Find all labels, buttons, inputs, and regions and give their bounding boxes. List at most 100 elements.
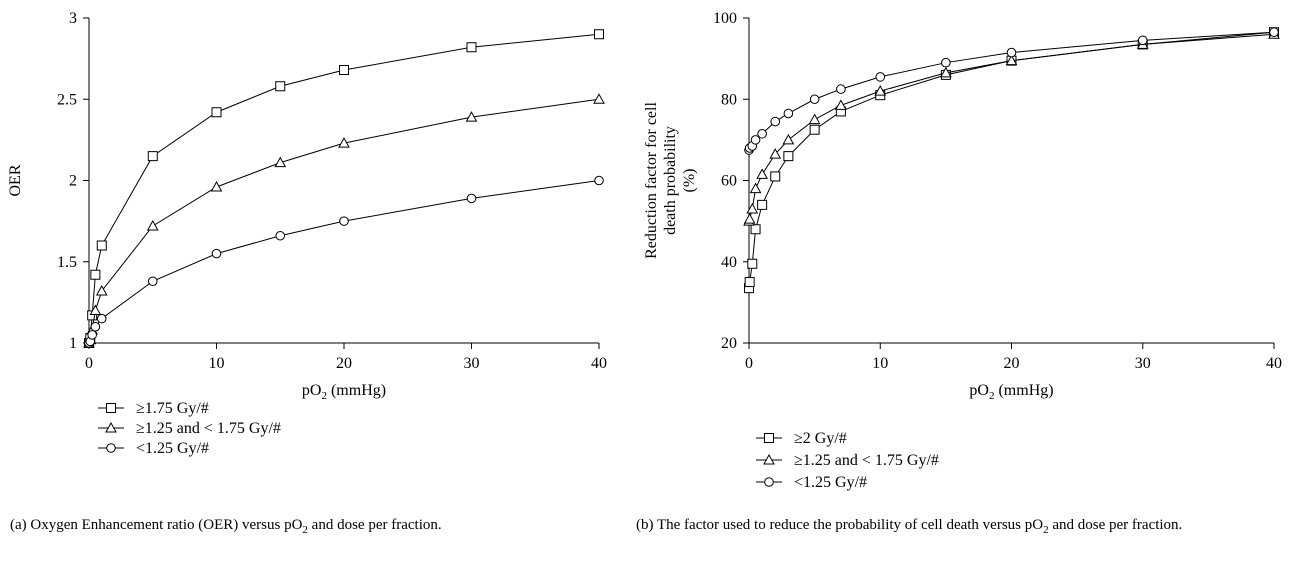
y-tick-label: 20 [721, 335, 737, 352]
data-point-circle [1269, 27, 1279, 38]
data-point-square [90, 269, 101, 280]
data-point-circle [783, 108, 794, 119]
legend-label: <1.25 Gy/# [794, 474, 867, 491]
data-point-triangle [465, 111, 478, 122]
data-point-circle [1137, 35, 1148, 46]
legend-label: <1.25 Gy/# [136, 440, 209, 457]
data-point-square [275, 81, 286, 92]
data-point-square [770, 171, 781, 182]
series-line [748, 31, 1275, 289]
caption-b-text: The factor used to reduce the probabilit… [656, 517, 1183, 536]
data-point-square [466, 42, 477, 53]
legend-item: ≥1.25 and < 1.75 Gy/# [98, 420, 281, 437]
data-point-triangle [1005, 54, 1018, 66]
data-point-circle [750, 135, 761, 145]
data-point-circle [836, 84, 846, 94]
data-point-circle [875, 72, 886, 82]
y-tick-label: 40 [721, 254, 737, 271]
x-axis-label: pO2 (mmHg) [302, 382, 386, 402]
legend-marker-square [764, 433, 774, 443]
data-point-triangle [338, 137, 350, 148]
legend-item: ≥1.25 and < 1.75 Gy/# [756, 452, 939, 469]
legend-label: ≥2 Gy/# [794, 430, 847, 447]
data-point-triangle [274, 156, 287, 168]
series-line [88, 180, 600, 344]
legend-marker-circle [106, 443, 116, 453]
y-tick-label: 2.5 [57, 91, 77, 108]
data-point-triangle [940, 66, 952, 78]
data-point-circle [87, 330, 97, 340]
legend-item: <1.25 Gy/# [756, 474, 867, 491]
data-point-square [744, 277, 755, 288]
caption-a-label: (a) [10, 517, 27, 533]
y-tick-label: 80 [721, 91, 737, 108]
legend-item: <1.25 Gy/# [98, 440, 209, 457]
data-point-circle [770, 116, 781, 127]
y-tick-label: 100 [713, 10, 737, 27]
y-tick-label: 3 [69, 10, 77, 27]
series-circle [84, 175, 604, 348]
data-point-circle [211, 248, 222, 259]
data-point-triangle [593, 93, 605, 104]
data-point-square [147, 151, 158, 162]
x-tick-label: 20 [1004, 355, 1020, 372]
legend-marker-square [106, 403, 116, 413]
legend-item: ≥1.75 Gy/# [98, 400, 209, 417]
y-tick-label: 1.5 [57, 254, 77, 271]
data-point-square [809, 124, 820, 135]
data-point-square [96, 240, 107, 251]
legend-item: ≥2 Gy/# [756, 430, 847, 447]
data-point-circle [1006, 47, 1017, 58]
data-point-triangle [743, 213, 756, 224]
legend-label: ≥1.25 and < 1.75 Gy/# [794, 452, 939, 469]
x-tick-label: 0 [85, 355, 93, 372]
data-point-circle [90, 321, 101, 332]
data-point-square [339, 65, 349, 75]
series-square [84, 29, 604, 348]
data-point-square [211, 107, 222, 118]
data-point-square [757, 199, 768, 210]
data-point-triangle [746, 202, 759, 214]
x-tick-label: 40 [1266, 355, 1282, 372]
x-tick-label: 30 [1135, 355, 1151, 372]
y-axis-label: Reduction factor for cell death probabili… [643, 102, 698, 259]
data-point-circle [941, 57, 951, 68]
caption-b: (b) The factor used to reduce the probab… [636, 516, 1284, 540]
data-point-triangle [874, 85, 887, 96]
data-point-circle [809, 94, 820, 105]
legend-marker-circle [764, 477, 774, 487]
x-tick-label: 0 [745, 355, 753, 372]
data-point-circle [96, 313, 107, 324]
x-tick-label: 40 [591, 355, 607, 372]
data-point-triangle [782, 133, 795, 145]
y-tick-label: 1 [69, 335, 77, 352]
series-triangle [743, 28, 1280, 226]
y-tick-label: 2 [69, 173, 77, 190]
data-point-circle [594, 175, 604, 186]
data-point-circle [339, 216, 349, 226]
data-point-circle [147, 276, 158, 287]
x-tick-label: 20 [336, 355, 352, 372]
chart-panel-b: 0 10 20 30 40 20 40 60 80 100 pO2 (mmHg) Reduction … [643, 10, 1282, 491]
series-square [744, 27, 1279, 294]
data-point-triangle [835, 99, 847, 110]
series-circle [744, 27, 1279, 155]
data-point-triangle [756, 168, 768, 179]
legend-label: ≥1.75 Gy/# [136, 400, 209, 417]
data-point-square [750, 224, 761, 235]
caption-b-label: (b) [636, 517, 654, 533]
legend-marker-triangle [763, 453, 775, 465]
caption-a-text: Oxygen Enhancement ratio (OER) versus pO… [30, 517, 442, 536]
data-point-triangle [808, 113, 821, 125]
data-point-triangle [769, 148, 782, 159]
caption-a: (a) Oxygen Enhancement ratio (OER) versu… [10, 516, 630, 540]
data-point-triangle [146, 219, 159, 231]
series-line [88, 33, 600, 344]
data-point-circle [757, 128, 767, 139]
legend-label: ≥1.25 and < 1.75 Gy/# [136, 420, 281, 437]
data-point-square [783, 151, 794, 162]
legend-marker-triangle [105, 421, 117, 433]
x-axis-label: pO2 (mmHg) [969, 382, 1053, 402]
data-point-square [594, 29, 604, 40]
